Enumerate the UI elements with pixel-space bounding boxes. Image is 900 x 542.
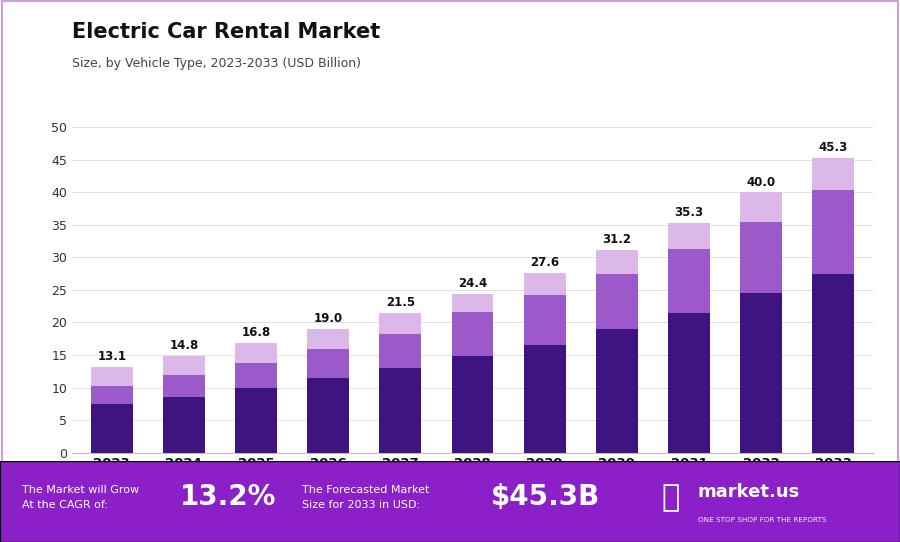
Bar <box>813 190 854 274</box>
Text: $45.3B: $45.3B <box>491 483 599 511</box>
Text: The Market will Grow
At the CAGR of:: The Market will Grow At the CAGR of: <box>22 485 140 509</box>
Bar <box>235 388 277 453</box>
Text: market.us: market.us <box>698 482 800 501</box>
Bar <box>813 158 854 190</box>
Text: 35.3: 35.3 <box>674 206 704 219</box>
Text: 19.0: 19.0 <box>313 312 343 325</box>
Bar <box>524 294 565 345</box>
FancyBboxPatch shape <box>0 461 900 542</box>
Text: The Forecasted Market
Size for 2033 in USD:: The Forecasted Market Size for 2033 in U… <box>302 485 429 509</box>
Bar <box>307 349 349 378</box>
Text: 16.8: 16.8 <box>241 326 271 339</box>
Text: 13.2%: 13.2% <box>180 483 276 511</box>
Bar <box>668 249 710 313</box>
Text: 13.1: 13.1 <box>97 351 126 364</box>
Bar <box>163 397 205 453</box>
Bar <box>307 378 349 453</box>
Text: 27.6: 27.6 <box>530 256 559 269</box>
Bar <box>596 250 638 274</box>
Text: 40.0: 40.0 <box>747 176 776 189</box>
Bar <box>163 356 205 375</box>
Bar <box>235 343 277 363</box>
Bar <box>380 368 421 453</box>
Bar <box>452 356 493 453</box>
Bar <box>235 363 277 388</box>
Bar <box>596 329 638 453</box>
Bar <box>91 367 132 385</box>
Bar <box>91 385 132 404</box>
Bar <box>524 273 565 294</box>
Bar <box>668 313 710 453</box>
Bar <box>668 223 710 249</box>
Bar <box>596 274 638 329</box>
Bar <box>813 274 854 453</box>
Text: ONE STOP SHOP FOR THE REPORTS: ONE STOP SHOP FOR THE REPORTS <box>698 517 826 523</box>
Text: 21.5: 21.5 <box>386 296 415 309</box>
Bar <box>524 345 565 453</box>
Bar <box>307 329 349 349</box>
Bar <box>91 404 132 453</box>
Text: 45.3: 45.3 <box>819 141 848 154</box>
Bar <box>380 313 421 334</box>
Bar <box>380 334 421 368</box>
Bar <box>740 293 782 453</box>
Text: Ⓜ: Ⓜ <box>662 483 680 512</box>
Bar <box>452 294 493 312</box>
Text: 24.4: 24.4 <box>458 277 487 290</box>
Text: Electric Car Rental Market: Electric Car Rental Market <box>72 22 380 42</box>
Text: Size, by Vehicle Type, 2023-2033 (USD Billion): Size, by Vehicle Type, 2023-2033 (USD Bi… <box>72 57 361 70</box>
Bar <box>740 192 782 222</box>
Bar <box>452 312 493 356</box>
Bar <box>163 375 205 397</box>
Text: 31.2: 31.2 <box>602 233 631 246</box>
Text: 14.8: 14.8 <box>169 339 199 352</box>
Bar <box>740 222 782 293</box>
